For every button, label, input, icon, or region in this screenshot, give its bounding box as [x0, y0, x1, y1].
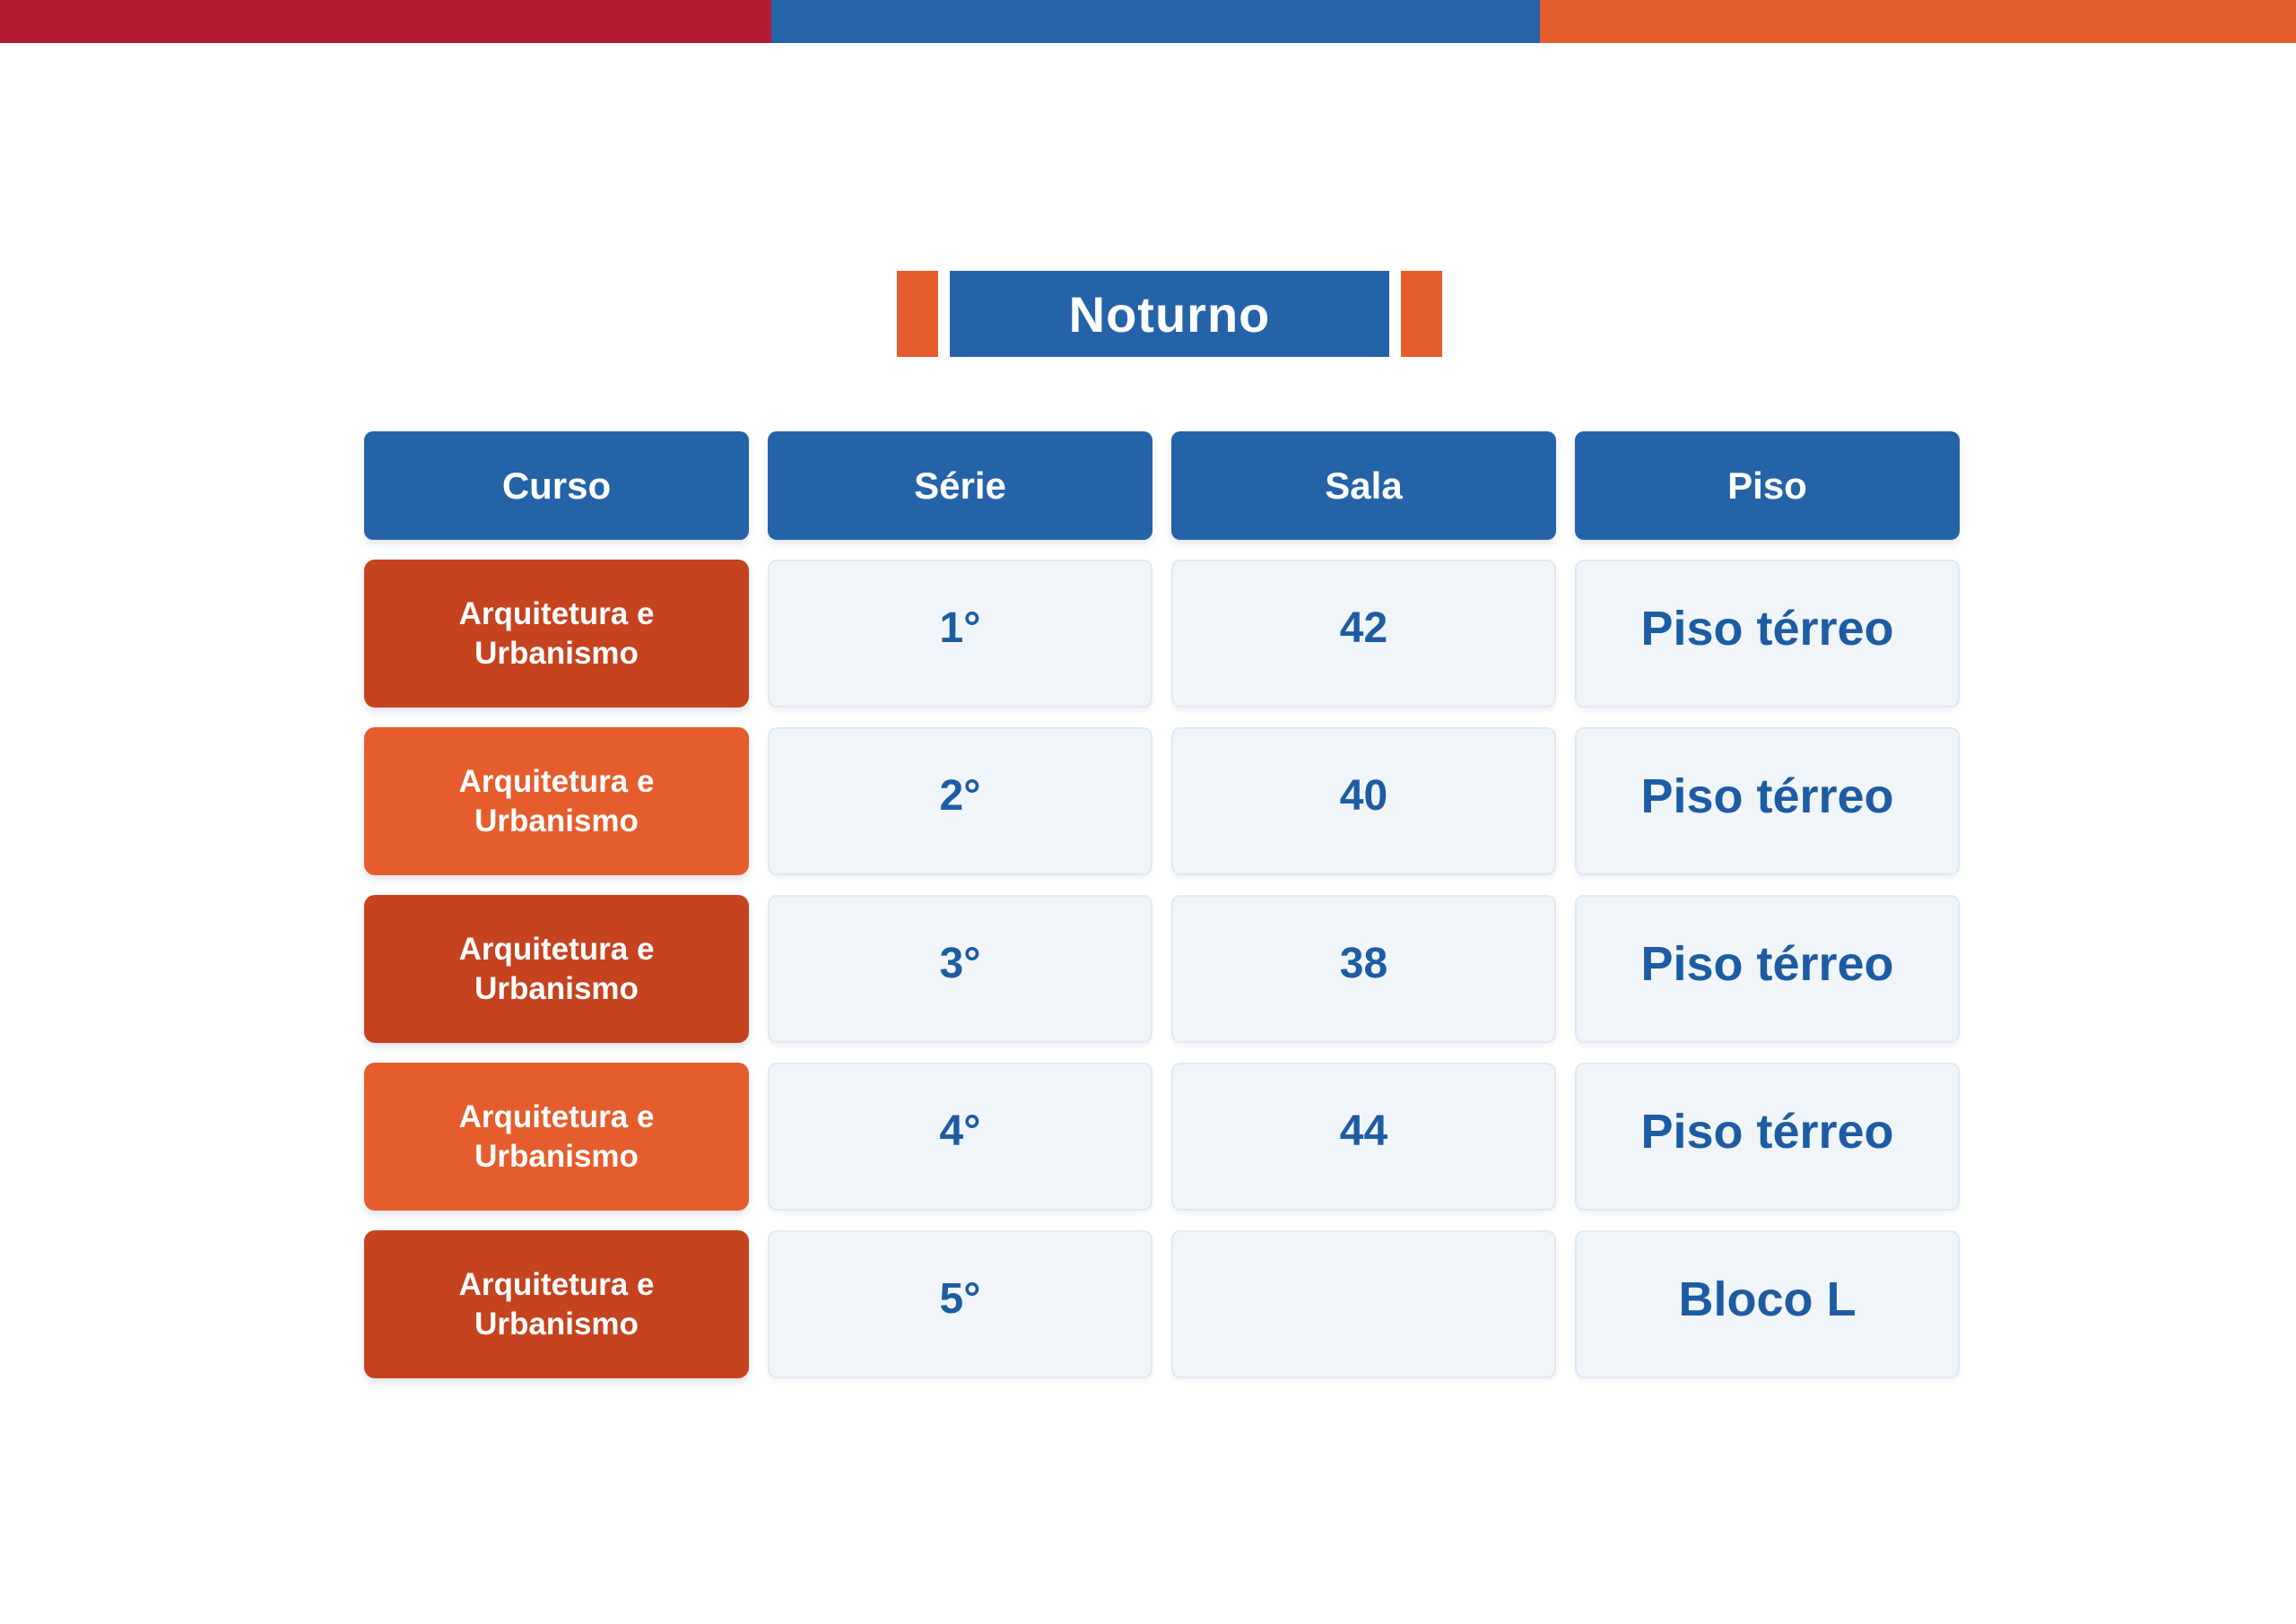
piso-cell: Piso térreo [1575, 560, 1960, 708]
serie-cell: 2° [768, 727, 1152, 875]
sala-cell: 42 [1171, 560, 1556, 708]
banner-accent-right [1401, 271, 1442, 357]
banner-title-box: Noturno [950, 271, 1389, 357]
column-header-curso: Curso [364, 431, 749, 540]
curso-cell: Arquitetura e Urbanismo [364, 727, 749, 875]
curso-cell: Arquitetura e Urbanismo [364, 1230, 749, 1378]
banner-accent-left [897, 271, 938, 357]
curso-label: Arquitetura e Urbanismo [458, 595, 655, 671]
curso-cell: Arquitetura e Urbanismo [364, 895, 749, 1043]
top-color-bar [0, 0, 2296, 43]
sala-cell: 44 [1171, 1063, 1556, 1211]
column-header-serie: Série [768, 431, 1152, 540]
piso-cell: Piso térreo [1575, 1063, 1960, 1211]
column-header-piso: Piso [1575, 431, 1960, 540]
column-header-sala: Sala [1171, 431, 1556, 540]
page-title: Noturno [1068, 285, 1271, 343]
piso-cell: Piso térreo [1575, 727, 1960, 875]
sala-cell: 38 [1171, 895, 1556, 1043]
serie-cell: 3° [768, 895, 1152, 1043]
serie-cell: 5° [768, 1230, 1152, 1378]
curso-label: Arquitetura e Urbanismo [458, 763, 655, 838]
piso-cell: Bloco L [1575, 1230, 1960, 1378]
schedule-table: Curso Série Sala Piso Arquitetura e Urba… [364, 431, 1960, 1378]
topbar-segment-red [0, 0, 771, 43]
sala-cell: 40 [1171, 727, 1556, 875]
topbar-segment-orange [1540, 0, 2296, 43]
topbar-segment-blue [771, 0, 1540, 43]
serie-cell: 1° [768, 560, 1152, 708]
curso-cell: Arquitetura e Urbanismo [364, 560, 749, 708]
curso-label: Arquitetura e Urbanismo [458, 1099, 655, 1174]
curso-cell: Arquitetura e Urbanismo [364, 1063, 749, 1211]
curso-label: Arquitetura e Urbanismo [458, 1266, 655, 1342]
sala-cell [1171, 1230, 1556, 1378]
shift-banner: Noturno [897, 271, 1442, 357]
curso-label: Arquitetura e Urbanismo [458, 931, 655, 1006]
piso-cell: Piso térreo [1575, 895, 1960, 1043]
serie-cell: 4° [768, 1063, 1152, 1211]
